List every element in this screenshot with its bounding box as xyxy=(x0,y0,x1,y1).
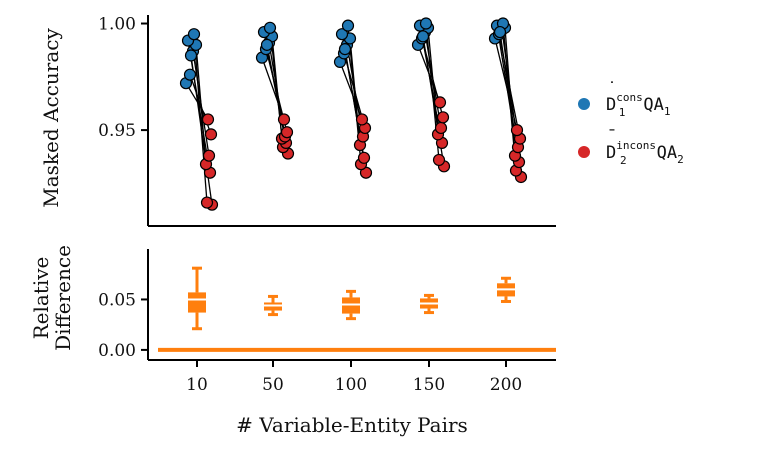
data-point-consistent xyxy=(341,19,355,32)
x-ticks: 10 50 100 150 200 xyxy=(186,360,522,395)
top-y-ticks: 1.00 0.95 xyxy=(98,15,148,141)
x-tick-label: 150 xyxy=(413,375,445,395)
legend-marker xyxy=(578,146,590,158)
box-plot xyxy=(497,276,515,303)
data-point-inconsistent xyxy=(434,121,448,135)
legend: ˙Dcons 1 QA1 ¯Dincons 2 QA2 xyxy=(578,79,684,167)
data-point-inconsistent xyxy=(436,111,450,124)
data-point-inconsistent xyxy=(510,123,524,137)
data-point-consistent xyxy=(260,38,274,51)
data-point-inconsistent xyxy=(355,113,369,126)
top-panel: 1.00 0.95 Masked Accuracy xyxy=(39,15,556,227)
data-point-inconsistent xyxy=(204,128,218,141)
box-plot xyxy=(188,266,206,331)
data-point-consistent xyxy=(335,28,349,41)
x-tick-label: 10 xyxy=(186,375,208,395)
data-point-consistent xyxy=(338,43,352,56)
x-tick-label: 50 xyxy=(262,375,284,395)
box xyxy=(188,292,206,313)
bottom-y-ticks: 0.05 0.00 xyxy=(98,290,148,361)
data-point-inconsistent xyxy=(433,96,447,109)
data-point-inconsistent xyxy=(357,151,371,164)
legend-label: Dincons 2 QA2 xyxy=(606,139,684,167)
y-tick-label: 0.05 xyxy=(98,290,136,310)
y-tick-label: 0.95 xyxy=(98,121,136,141)
top-y-axis-label: Masked Accuracy xyxy=(39,28,63,208)
data-point-consistent xyxy=(187,28,201,41)
data-point-consistent xyxy=(419,17,433,30)
data-point-consistent xyxy=(183,68,197,81)
legend-marker xyxy=(578,98,590,110)
y-tick-label: 1.00 xyxy=(98,15,136,35)
data-point-inconsistent xyxy=(201,113,215,126)
legend-entry: ˙Dcons 1 QA1 xyxy=(578,79,670,119)
x-tick-label: 100 xyxy=(335,375,367,395)
data-point-consistent xyxy=(263,21,277,34)
data-point-consistent xyxy=(416,30,430,43)
box-plot xyxy=(420,293,438,315)
x-axis-label: # Variable-Entity Pairs xyxy=(236,413,468,437)
connector-line xyxy=(195,44,207,165)
connector-line xyxy=(190,55,213,205)
data-point-inconsistent xyxy=(200,196,214,209)
data-point-consistent xyxy=(493,25,507,39)
bottom-y-axis-label: RelativeDifference xyxy=(29,245,75,351)
box-plot xyxy=(264,294,282,317)
connector-lines xyxy=(185,23,522,205)
data-point-consistent xyxy=(184,49,198,62)
data-point-inconsistent xyxy=(432,153,446,167)
legend-label: Dcons 1 QA1 xyxy=(606,91,670,119)
box-plots xyxy=(188,266,515,331)
data-point-inconsistent xyxy=(202,149,216,162)
data-point-inconsistent xyxy=(277,113,291,126)
box xyxy=(264,302,282,311)
bottom-panel: 0.05 0.00 10 50 100 150 200 RelativeDifferenc… xyxy=(29,245,556,437)
scatter-points xyxy=(179,17,528,211)
box xyxy=(342,297,360,314)
legend-accent: ¯ xyxy=(607,127,617,147)
x-tick-label: 200 xyxy=(490,375,522,395)
y-tick-label: 0.00 xyxy=(98,341,136,361)
box-plot xyxy=(342,289,360,321)
legend-accent: ˙ xyxy=(607,79,617,99)
legend-entry: ¯Dincons 2 QA2 xyxy=(578,127,684,167)
data-point-inconsistent xyxy=(280,126,294,139)
